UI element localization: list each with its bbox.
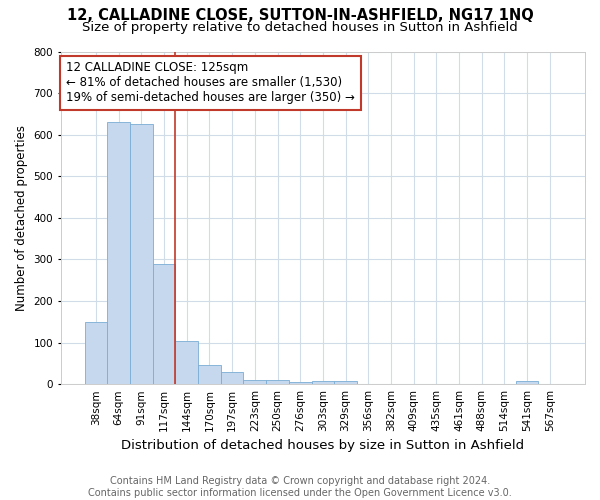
Bar: [130, 124, 153, 384]
Bar: [221, 372, 244, 384]
Bar: [266, 380, 289, 384]
Text: Contains HM Land Registry data © Crown copyright and database right 2024.
Contai: Contains HM Land Registry data © Crown c…: [88, 476, 512, 498]
Bar: [516, 382, 538, 384]
Bar: [289, 382, 311, 384]
Text: Size of property relative to detached houses in Sutton in Ashfield: Size of property relative to detached ho…: [82, 21, 518, 34]
Bar: [311, 381, 334, 384]
Text: 12, CALLADINE CLOSE, SUTTON-IN-ASHFIELD, NG17 1NQ: 12, CALLADINE CLOSE, SUTTON-IN-ASHFIELD,…: [67, 8, 533, 22]
Y-axis label: Number of detached properties: Number of detached properties: [15, 125, 28, 311]
Bar: [153, 264, 175, 384]
Bar: [175, 342, 198, 384]
Bar: [334, 381, 357, 384]
Bar: [85, 322, 107, 384]
X-axis label: Distribution of detached houses by size in Sutton in Ashfield: Distribution of detached houses by size …: [121, 440, 524, 452]
Bar: [107, 122, 130, 384]
Bar: [244, 380, 266, 384]
Bar: [198, 366, 221, 384]
Text: 12 CALLADINE CLOSE: 125sqm
← 81% of detached houses are smaller (1,530)
19% of s: 12 CALLADINE CLOSE: 125sqm ← 81% of deta…: [66, 62, 355, 104]
